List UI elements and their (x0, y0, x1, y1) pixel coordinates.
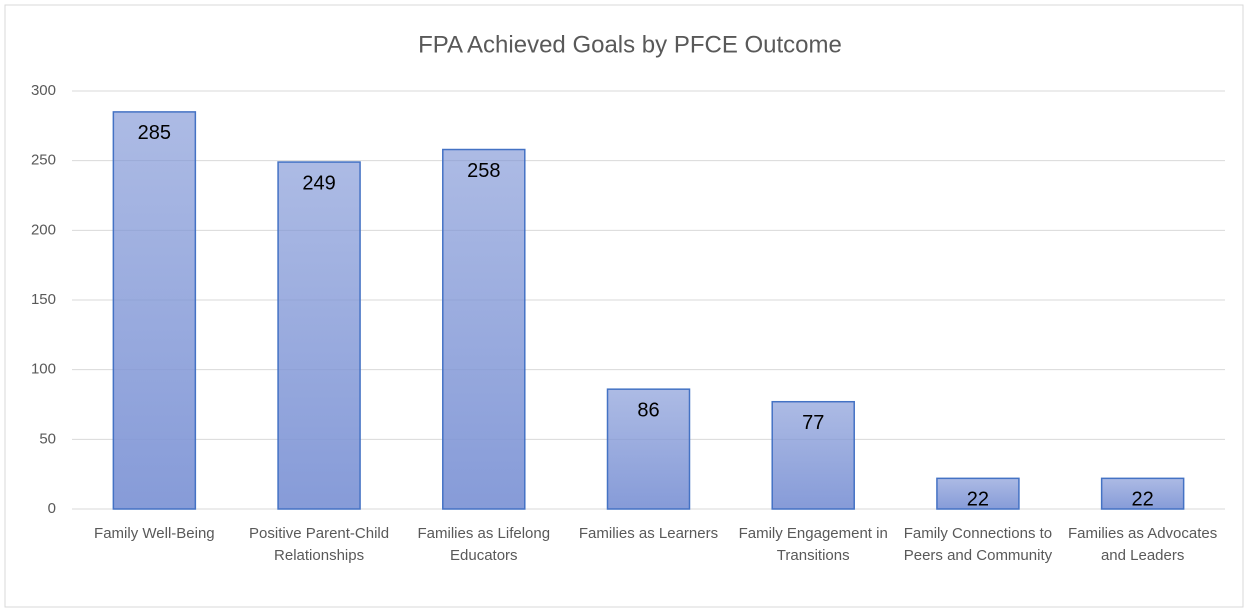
x-tick-label: Families as Lifelong Educators (417, 525, 551, 564)
data-label: 77 (802, 412, 824, 434)
y-tick-label: 250 (31, 152, 56, 169)
y-tick-label: 0 (48, 500, 56, 517)
data-label: 285 (138, 122, 171, 144)
data-label: 22 (967, 489, 989, 511)
data-label: 22 (1132, 489, 1154, 511)
x-tick-label: Families as Learners (578, 525, 719, 542)
data-label: 86 (637, 399, 659, 421)
x-tick-label: Family Engagement in Transitions (738, 525, 888, 564)
bar (936, 477, 1020, 510)
y-tick-label: 200 (31, 221, 56, 238)
data-label: 258 (467, 160, 500, 182)
x-tick-label: Family Connections to Peers and Communit… (903, 525, 1053, 564)
x-tick-label: Families as Advocates and Leaders (1068, 525, 1218, 564)
data-label: 249 (302, 172, 335, 194)
y-tick-label: 50 (39, 430, 56, 447)
x-tick-label: Positive Parent-Child Relationships (249, 525, 390, 564)
bar (112, 111, 197, 510)
x-tick-label: Family Well-Being (94, 525, 215, 542)
bar (1100, 477, 1185, 510)
y-tick-label: 100 (31, 361, 56, 378)
bar (606, 388, 691, 510)
bar (771, 400, 855, 510)
chart-title: FPA Achieved Goals by PFCE Outcome (418, 31, 842, 58)
bar (277, 161, 361, 510)
bar (442, 148, 526, 510)
y-tick-label: 150 (31, 291, 56, 308)
y-tick-label: 300 (31, 82, 56, 99)
